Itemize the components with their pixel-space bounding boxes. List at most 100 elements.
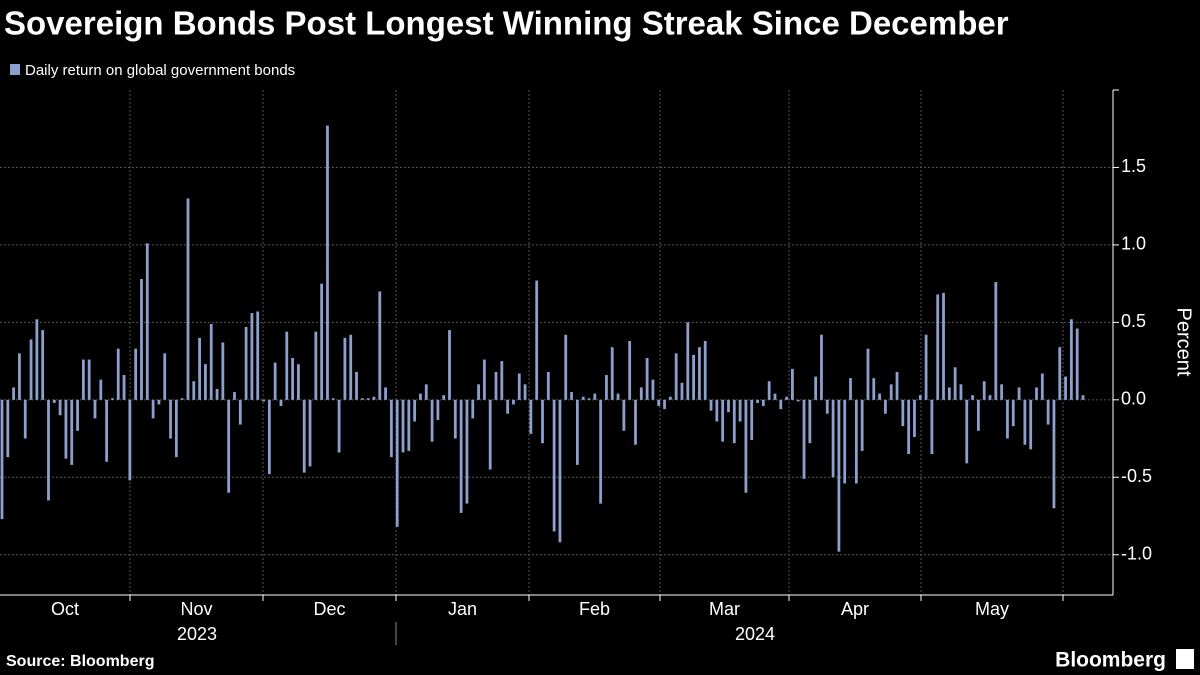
bar [529, 399, 533, 434]
bar [570, 392, 573, 400]
x-tick-label: Feb [579, 599, 610, 619]
bar [0, 399, 4, 520]
bar [70, 399, 74, 465]
bar [436, 399, 440, 420]
bar [198, 337, 202, 400]
bar [523, 384, 527, 400]
bar [1011, 399, 1015, 427]
brand-icon [1176, 649, 1194, 669]
bar [738, 399, 742, 422]
x-tick-label: Jan [448, 599, 477, 619]
bar [151, 399, 155, 419]
bar [1069, 319, 1073, 400]
bar [41, 330, 45, 400]
bar [302, 399, 306, 473]
bar [378, 291, 382, 400]
bar [320, 283, 324, 400]
bar [552, 399, 556, 532]
bar [1023, 399, 1027, 445]
bar [401, 399, 405, 453]
bar [238, 399, 242, 425]
bar [924, 334, 928, 400]
bar [942, 292, 945, 400]
bar [256, 311, 260, 400]
bar [825, 399, 829, 414]
bar [482, 359, 486, 400]
bar [145, 243, 149, 400]
bar [407, 399, 411, 451]
bar [849, 378, 852, 400]
bar [645, 357, 649, 400]
bar [47, 399, 50, 501]
bar [424, 384, 428, 400]
bar [384, 387, 387, 400]
bar [1029, 399, 1033, 450]
bar [872, 378, 876, 400]
bar [488, 399, 492, 470]
bar [791, 368, 794, 400]
bar [279, 399, 283, 407]
bar [442, 395, 446, 400]
bar [860, 399, 864, 451]
bar [343, 337, 347, 400]
bar [1046, 399, 1050, 425]
bar [541, 399, 544, 444]
bar [1064, 376, 1067, 400]
bar [331, 398, 335, 400]
bar [1075, 328, 1079, 400]
bar [326, 125, 329, 400]
bar [23, 399, 27, 439]
bar [878, 393, 881, 400]
bar [448, 330, 451, 400]
brand: Bloomberg [1055, 649, 1166, 672]
bar [221, 342, 225, 400]
y-axis-label: Percent [1173, 308, 1195, 377]
bar [820, 334, 823, 400]
bar [215, 388, 219, 400]
bar [12, 387, 16, 400]
bar [413, 399, 417, 422]
bar [1040, 373, 1044, 400]
bar [6, 399, 10, 458]
bar [756, 399, 759, 403]
bar [686, 322, 690, 400]
bar [976, 399, 980, 431]
bar [587, 398, 591, 400]
bar [581, 396, 585, 400]
bar [761, 399, 765, 407]
bar [959, 384, 963, 400]
bar [267, 399, 271, 475]
bar [314, 331, 318, 400]
bar [174, 399, 178, 458]
bar [308, 399, 312, 467]
bar [105, 399, 109, 462]
bar [163, 353, 167, 400]
y-tick-label: -1.0 [1121, 543, 1152, 563]
bar [517, 373, 521, 400]
bar [907, 399, 911, 455]
x-tick-label: May [975, 599, 1009, 619]
bar [913, 399, 916, 437]
bar [29, 339, 33, 400]
source: Source: Bloomberg [6, 653, 154, 670]
bar [430, 399, 434, 442]
bar [901, 399, 905, 427]
bar [668, 396, 672, 400]
bar [1081, 395, 1085, 400]
y-tick-label: 1.5 [1121, 156, 1146, 176]
y-tick-label: -0.5 [1121, 466, 1152, 486]
bar [262, 399, 265, 402]
bar [1035, 387, 1038, 400]
bar [360, 398, 364, 400]
bar [372, 396, 376, 400]
bar [366, 398, 370, 400]
bar [35, 319, 39, 400]
year-label: 2023 [177, 624, 217, 644]
bar [204, 364, 207, 400]
bar [622, 399, 626, 431]
bar [250, 313, 254, 400]
bar [76, 399, 79, 431]
bar [1000, 384, 1004, 400]
